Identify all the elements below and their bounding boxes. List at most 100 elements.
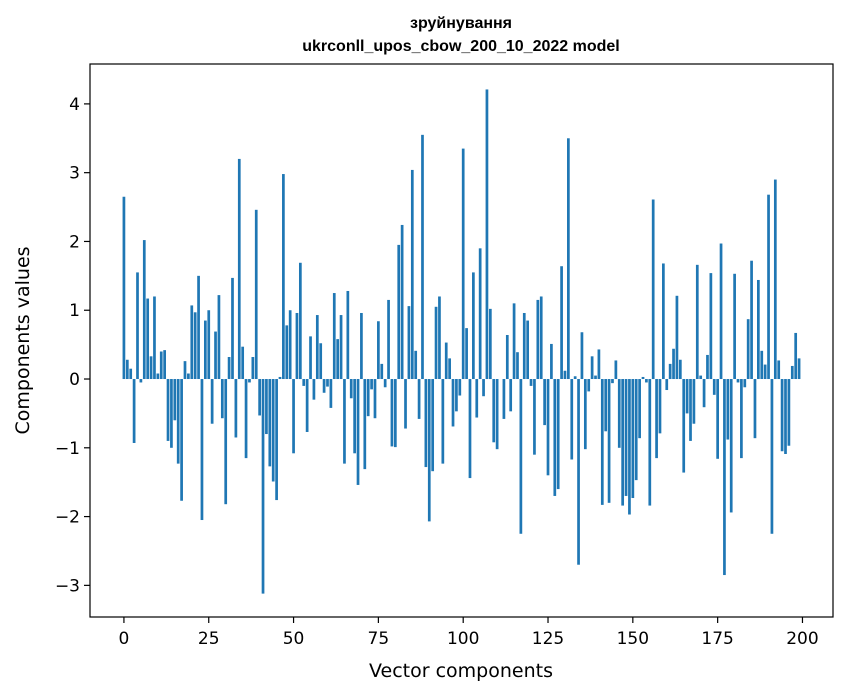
bar-113	[505, 334, 509, 380]
bar-142	[604, 379, 608, 432]
bar-20	[190, 305, 194, 380]
bar-198	[794, 332, 798, 380]
bar-159	[662, 263, 665, 380]
bar-162	[672, 348, 675, 380]
bar-99	[458, 379, 462, 396]
chart-title-line-2: ukrconll_upos_cbow_200_10_2022 model	[302, 38, 619, 55]
bar-59	[322, 379, 326, 393]
x-tick-label: 0	[119, 629, 130, 649]
bars-group	[122, 89, 801, 594]
bar-170	[699, 375, 703, 380]
bar-194	[780, 379, 784, 452]
bar-139	[594, 375, 597, 380]
bar-0	[122, 196, 126, 380]
bar-173	[709, 273, 713, 380]
bar-140	[597, 349, 601, 380]
bar-188	[760, 350, 764, 380]
bar-44	[271, 379, 275, 482]
bar-107	[485, 89, 489, 380]
bar-91	[431, 379, 435, 472]
y-tick-label: 1	[69, 301, 80, 321]
bar-10	[156, 373, 160, 380]
bar-120	[529, 379, 533, 386]
bar-144	[611, 379, 614, 384]
bar-36	[244, 379, 248, 459]
bar-154	[645, 379, 648, 383]
bar-171	[702, 379, 706, 408]
bar-127	[553, 379, 557, 496]
bar-29	[220, 379, 224, 419]
bar-94	[441, 379, 445, 464]
y-axis-ticks: −3 −2 −1 0 1 2 3 4	[55, 95, 90, 596]
bar-119	[526, 320, 530, 380]
bar-95	[444, 342, 448, 380]
bar-80	[393, 379, 397, 448]
bar-153	[641, 376, 645, 380]
bar-71	[363, 379, 367, 470]
bar-102	[468, 379, 472, 479]
bar-151	[634, 379, 638, 481]
bar-84	[407, 306, 411, 380]
bar-49	[288, 310, 292, 380]
bar-50	[292, 379, 295, 454]
bar-172	[706, 354, 709, 380]
bar-13	[166, 379, 170, 441]
x-tick-label: 200	[786, 629, 818, 649]
bar-57	[315, 315, 319, 380]
bar-100	[461, 148, 465, 380]
bar-123	[539, 296, 543, 380]
bar-8	[149, 356, 153, 380]
plot-frame	[89, 63, 834, 618]
bar-138	[590, 356, 594, 380]
bar-143	[607, 379, 611, 503]
bar-190	[767, 194, 770, 380]
bar-23	[200, 379, 204, 521]
bar-136	[583, 379, 587, 450]
bar-195	[784, 379, 787, 454]
bar-31	[227, 357, 231, 380]
bar-177	[723, 379, 726, 576]
bar-176	[719, 243, 723, 380]
bar-46	[278, 376, 282, 380]
x-tick-label: 100	[447, 629, 479, 649]
bar-98	[455, 379, 458, 412]
bar-93	[438, 296, 441, 380]
bar-66	[346, 290, 350, 380]
bar-129	[560, 266, 563, 380]
bar-189	[763, 364, 767, 380]
bar-22	[197, 275, 200, 380]
x-axis-label: Vector components	[369, 660, 553, 682]
bar-196	[787, 379, 791, 446]
y-tick-label: −3	[55, 576, 80, 596]
bar-14	[170, 379, 173, 448]
y-tick-label: 2	[69, 232, 80, 252]
bar-117	[519, 379, 523, 534]
y-axis-label: Components values	[12, 246, 34, 434]
bar-73	[370, 379, 373, 390]
bar-155	[648, 379, 652, 506]
bar-141	[600, 379, 604, 505]
bar-122	[536, 299, 540, 380]
x-tick-label: 75	[368, 629, 390, 649]
bar-30	[224, 379, 228, 505]
bar-65	[343, 379, 346, 464]
y-tick-label: 3	[69, 164, 80, 184]
bar-105	[478, 248, 482, 380]
bar-18	[183, 361, 187, 380]
bar-118	[522, 312, 526, 380]
bar-184	[746, 319, 750, 380]
bar-191	[770, 379, 774, 534]
bar-148	[624, 379, 628, 496]
bar-19	[187, 373, 190, 380]
bar-137	[587, 379, 591, 392]
bar-3	[132, 379, 136, 443]
bar-1	[125, 359, 129, 380]
bar-121	[533, 379, 536, 455]
bar-96	[448, 358, 451, 380]
bar-38	[251, 357, 255, 380]
chart-title-line-1: зруйнування	[410, 15, 512, 32]
bar-160	[665, 379, 669, 391]
bar-192	[773, 179, 777, 380]
bar-61	[329, 379, 333, 408]
